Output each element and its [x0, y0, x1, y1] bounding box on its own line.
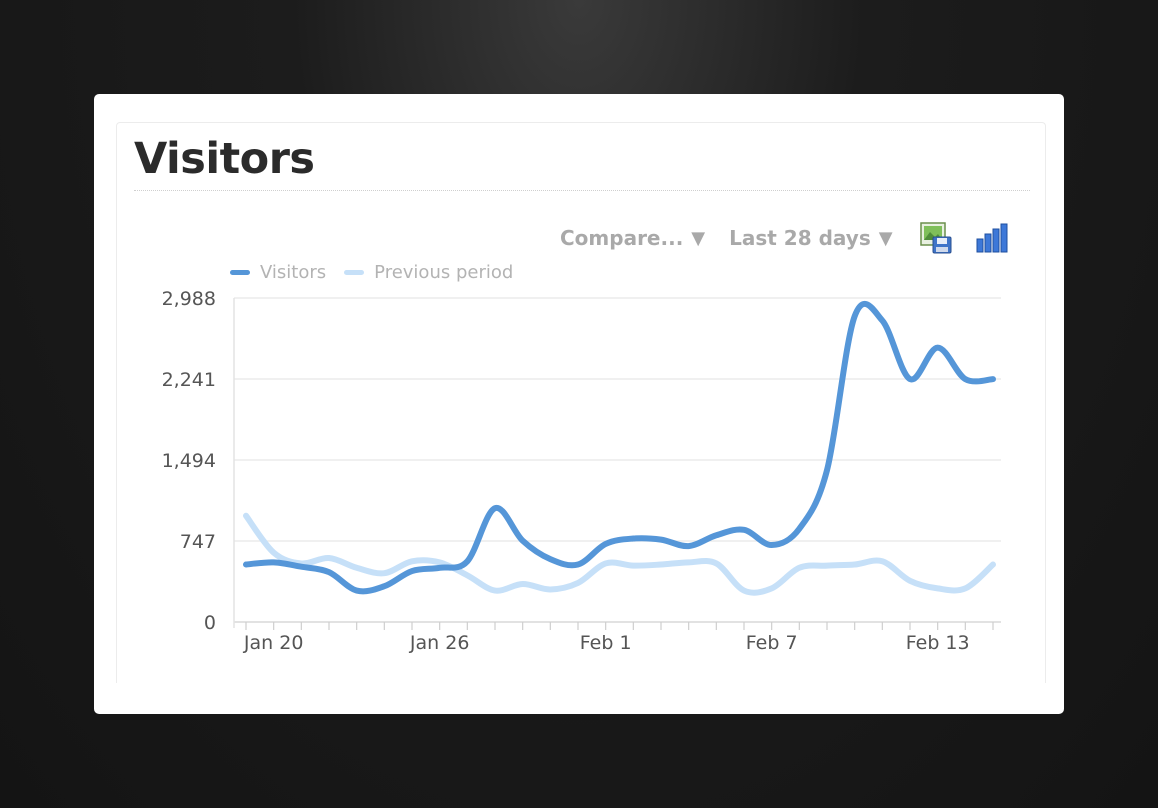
series-line-previous-period	[243, 512, 996, 596]
y-tick-label: 747	[180, 531, 216, 553]
y-tick-label: 0	[204, 612, 216, 634]
save-image-icon[interactable]	[919, 221, 953, 255]
legend-swatch	[230, 270, 250, 275]
legend-label: Visitors	[260, 262, 327, 283]
title-divider	[134, 190, 1030, 191]
visitors-panel	[116, 122, 1046, 683]
compare-dropdown[interactable]: Compare... ▼	[560, 226, 705, 250]
date-range-dropdown[interactable]: Last 28 days ▼	[729, 226, 892, 250]
visitors-line-chart: 0 747 1,494 2,241 2,988 Jan 20 Jan 26 Feb 1 Feb …	[162, 288, 1001, 654]
x-tick-label: Jan 20	[243, 632, 304, 654]
series-line-visitors	[243, 300, 996, 595]
chevron-down-icon: ▼	[691, 227, 706, 249]
compare-label: Compare...	[560, 226, 684, 250]
widget-card: Visitors Compare... ▼ Last 28 days ▼	[94, 94, 1064, 714]
x-tick-label: Feb 7	[746, 632, 798, 654]
x-tick-label: Jan 26	[409, 632, 470, 654]
date-range-label: Last 28 days	[729, 226, 871, 250]
y-tick-label: 2,988	[162, 288, 216, 310]
x-tick-label: Feb 1	[580, 632, 632, 654]
legend-item-visitors[interactable]: Visitors	[230, 262, 326, 283]
x-tick-label: Feb 13	[906, 632, 970, 654]
chart-toolbar: Compare... ▼ Last 28 days ▼	[560, 222, 1009, 254]
chart-legend: Visitors Previous period	[230, 262, 531, 283]
legend-label: Previous period	[374, 262, 514, 283]
y-tick-label: 2,241	[162, 369, 216, 391]
chevron-down-icon: ▼	[878, 227, 893, 249]
y-tick-label: 1,494	[162, 450, 216, 472]
panel-title: Visitors	[134, 134, 315, 184]
bar-chart-icon[interactable]	[975, 221, 1009, 255]
legend-item-previous-period[interactable]: Previous period	[344, 262, 513, 283]
legend-swatch	[344, 270, 365, 275]
